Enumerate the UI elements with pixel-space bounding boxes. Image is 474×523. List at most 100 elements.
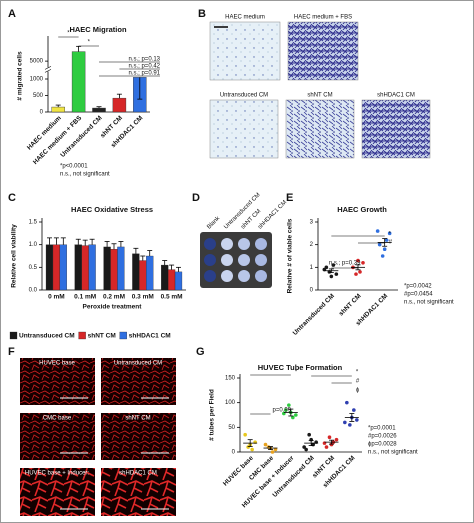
- y-tick-label: 1: [310, 265, 314, 271]
- micrograph: [20, 468, 95, 516]
- image-label: HAEC medium: [225, 15, 265, 21]
- wells: [204, 238, 267, 282]
- annotation: p=0.99: [273, 408, 292, 414]
- data-point: [287, 403, 291, 407]
- annotation: ϕ: [356, 388, 360, 394]
- legend-swatch: [78, 331, 86, 340]
- data-point: [358, 270, 362, 274]
- bar: [146, 255, 154, 291]
- footnote: *p=0.0042: [404, 284, 432, 290]
- bar: [81, 245, 89, 291]
- chart-title: HAEC Growth: [337, 205, 387, 214]
- bar: [161, 264, 169, 291]
- image-label: shHDAC1 CM: [119, 471, 157, 477]
- data-point: [380, 254, 385, 258]
- data-point: [284, 408, 288, 412]
- y-tick-label: 100: [225, 400, 236, 406]
- y-axis-label: Relative # of viable cells: [287, 218, 294, 293]
- chart-title: HAEC Oxidative Stress: [71, 205, 153, 214]
- panel-letter: A: [8, 8, 16, 20]
- y-tick-label: 0.5: [29, 265, 38, 271]
- data-point: [384, 238, 389, 242]
- x-tick-label: 0.1 mM: [74, 294, 96, 301]
- bar: [51, 106, 65, 113]
- data-point: [356, 258, 360, 263]
- image-label: Untransduced CM: [114, 361, 162, 367]
- panel-letter: G: [196, 346, 205, 358]
- y-axis-label: Relative cell viability: [11, 224, 18, 288]
- bar: [139, 260, 147, 291]
- micrograph: [209, 21, 281, 81]
- y-tick-label: 3: [310, 220, 314, 226]
- y-axis-label: # tubes per Field: [209, 389, 216, 441]
- y-tick-label: 50: [228, 425, 235, 431]
- micrograph: [101, 358, 176, 405]
- image-label: HAEC medium + FBS: [294, 15, 352, 21]
- annotation: *: [389, 232, 392, 238]
- micrograph: [20, 358, 95, 405]
- legend-swatch: [119, 331, 127, 340]
- data-point: [361, 261, 365, 265]
- annotation: *: [88, 40, 91, 46]
- x-axis-label: Peroxide treatment: [83, 304, 143, 311]
- y-tick-label: 5000: [30, 59, 44, 65]
- y-tick-label: 0: [40, 110, 44, 116]
- data-point: [348, 423, 352, 427]
- micrograph: [20, 413, 95, 460]
- image-label: CMC base: [43, 416, 72, 422]
- legend-label: shNT CM: [88, 333, 116, 340]
- chart-title: HAEC Migration: [69, 25, 127, 34]
- annotation: #: [389, 240, 393, 246]
- y-tick-label: 1000: [30, 77, 44, 83]
- data-point: [302, 445, 306, 449]
- bar: [52, 244, 61, 291]
- micrograph: [285, 99, 355, 159]
- bar: [167, 269, 176, 291]
- footnote: n.s., not significant: [404, 300, 454, 306]
- data-point: [291, 415, 295, 420]
- data-point: [345, 400, 349, 405]
- bar: [174, 271, 183, 291]
- data-point: [329, 274, 334, 279]
- footnote: *p=0.0001: [368, 426, 396, 432]
- footnote: #p=0.0454: [404, 292, 433, 298]
- panel-letter: F: [8, 346, 15, 358]
- micrograph: [101, 468, 176, 516]
- x-tick-label: 0 mM: [48, 294, 65, 301]
- plate: [200, 232, 272, 288]
- data-point: [294, 413, 298, 417]
- data-point: [355, 418, 359, 422]
- annotation: n.s.; p=0.39: [329, 261, 361, 267]
- data-point: [354, 272, 358, 276]
- y-tick-label: 1.0: [29, 242, 38, 248]
- data-point: [375, 229, 380, 233]
- data-point: [382, 247, 387, 251]
- y-tick-label: 2: [310, 242, 314, 248]
- data-point: [270, 450, 275, 454]
- data-point: [343, 420, 347, 425]
- data-point: [327, 435, 332, 440]
- image-label: shNT CM: [307, 93, 332, 99]
- y-tick-label: 0: [310, 288, 314, 294]
- micrograph: [209, 99, 279, 159]
- data-point: [331, 263, 336, 267]
- image-label: shHDAC1 CM: [377, 93, 415, 99]
- bar: [88, 244, 96, 291]
- axis-break: [45, 67, 51, 72]
- data-point: [387, 231, 392, 236]
- y-tick-label: 500: [33, 93, 44, 99]
- data-point: [250, 447, 254, 452]
- annotation: *: [67, 31, 70, 37]
- bar: [45, 244, 54, 291]
- panel-letter: D: [192, 192, 200, 204]
- bar: [74, 244, 82, 291]
- image-label: HUVEC base: [39, 361, 75, 367]
- legend-swatch: [9, 331, 18, 340]
- annotation: *: [295, 370, 298, 376]
- bar: [71, 51, 86, 113]
- data-point: [243, 432, 247, 437]
- bar: [110, 249, 118, 291]
- footnote: n.s., not significant: [368, 450, 418, 456]
